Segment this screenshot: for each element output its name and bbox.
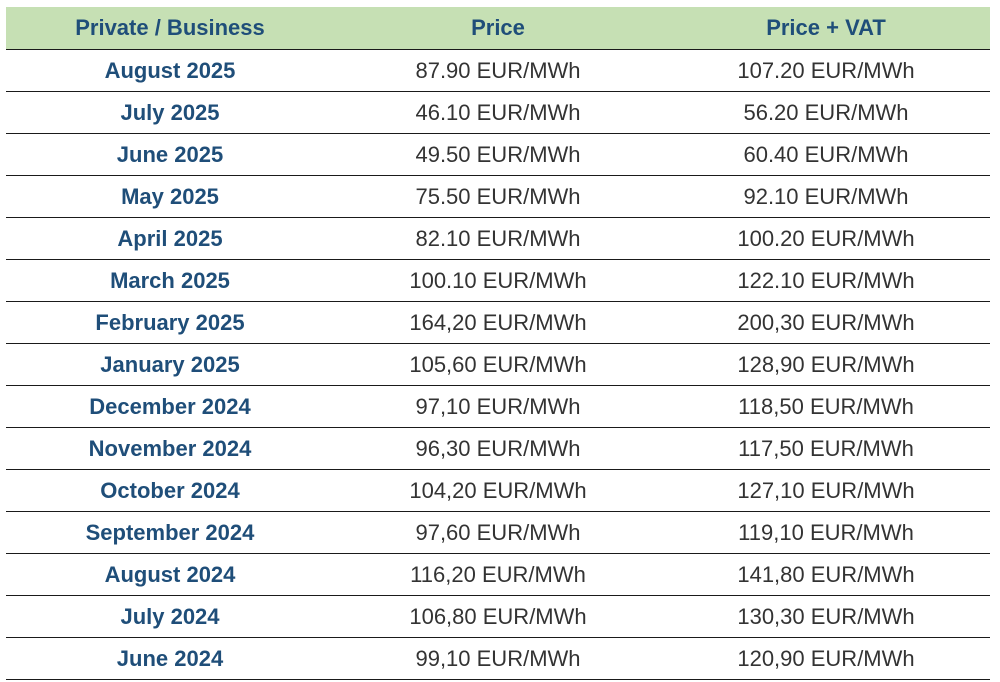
price-cell: 106,80 EUR/MWh (334, 595, 662, 638)
month-cell: October 2024 (6, 469, 334, 512)
month-cell: June 2025 (6, 133, 334, 176)
price-cell: 75.50 EUR/MWh (334, 175, 662, 218)
header-price: Price (334, 7, 662, 50)
price-cell: 96,30 EUR/MWh (334, 427, 662, 470)
table-row: June 2024 99,10 EUR/MWh 120,90 EUR/MWh (6, 637, 990, 680)
table-body: August 2025 87.90 EUR/MWh 107.20 EUR/MWh Ju… (6, 49, 990, 680)
price-cell: 97,60 EUR/MWh (334, 511, 662, 554)
table-row: March 2025 100.10 EUR/MWh 122.10 EUR/MWh (6, 259, 990, 302)
table-row: May 2025 75.50 EUR/MWh 92.10 EUR/MWh (6, 175, 990, 218)
price-vat-cell: 120,90 EUR/MWh (662, 637, 990, 680)
price-vat-cell: 130,30 EUR/MWh (662, 595, 990, 638)
month-cell: August 2024 (6, 553, 334, 596)
price-cell: 97,10 EUR/MWh (334, 385, 662, 428)
month-cell: January 2025 (6, 343, 334, 386)
header-row: Private / Business Price Price + VAT (6, 7, 990, 50)
price-cell: 46.10 EUR/MWh (334, 91, 662, 134)
price-vat-cell: 107.20 EUR/MWh (662, 49, 990, 92)
price-vat-cell: 118,50 EUR/MWh (662, 385, 990, 428)
price-vat-cell: 127,10 EUR/MWh (662, 469, 990, 512)
month-cell: November 2024 (6, 427, 334, 470)
table-row: December 2024 97,10 EUR/MWh 118,50 EUR/MWh (6, 385, 990, 428)
price-vat-cell: 56.20 EUR/MWh (662, 91, 990, 134)
price-vat-cell: 141,80 EUR/MWh (662, 553, 990, 596)
price-cell: 116,20 EUR/MWh (334, 553, 662, 596)
table-row: October 2024 104,20 EUR/MWh 127,10 EUR/MWh (6, 469, 990, 512)
table-row: April 2025 82.10 EUR/MWh 100.20 EUR/MWh (6, 217, 990, 260)
month-cell: June 2024 (6, 637, 334, 680)
price-cell: 49.50 EUR/MWh (334, 133, 662, 176)
table-row: July 2025 46.10 EUR/MWh 56.20 EUR/MWh (6, 91, 990, 134)
price-cell: 87.90 EUR/MWh (334, 49, 662, 92)
month-cell: July 2024 (6, 595, 334, 638)
price-cell: 105,60 EUR/MWh (334, 343, 662, 386)
price-vat-cell: 100.20 EUR/MWh (662, 217, 990, 260)
price-cell: 164,20 EUR/MWh (334, 301, 662, 344)
month-cell: August 2025 (6, 49, 334, 92)
price-vat-cell: 200,30 EUR/MWh (662, 301, 990, 344)
table-row: November 2024 96,30 EUR/MWh 117,50 EUR/MWh (6, 427, 990, 470)
table-row: February 2025 164,20 EUR/MWh 200,30 EUR/MW… (6, 301, 990, 344)
price-cell: 104,20 EUR/MWh (334, 469, 662, 512)
header-price-vat: Price + VAT (662, 7, 990, 50)
table-row: August 2025 87.90 EUR/MWh 107.20 EUR/MWh (6, 49, 990, 92)
price-vat-cell: 92.10 EUR/MWh (662, 175, 990, 218)
price-vat-cell: 128,90 EUR/MWh (662, 343, 990, 386)
price-cell: 100.10 EUR/MWh (334, 259, 662, 302)
header-private-business: Private / Business (6, 7, 334, 50)
month-cell: July 2025 (6, 91, 334, 134)
month-cell: April 2025 (6, 217, 334, 260)
table-row: June 2025 49.50 EUR/MWh 60.40 EUR/MWh (6, 133, 990, 176)
month-cell: December 2024 (6, 385, 334, 428)
month-cell: September 2024 (6, 511, 334, 554)
month-cell: May 2025 (6, 175, 334, 218)
month-cell: March 2025 (6, 259, 334, 302)
table-row: August 2024 116,20 EUR/MWh 141,80 EUR/MWh (6, 553, 990, 596)
month-cell: February 2025 (6, 301, 334, 344)
price-cell: 82.10 EUR/MWh (334, 217, 662, 260)
table-header: Private / Business Price Price + VAT (6, 7, 990, 50)
price-table: Private / Business Price Price + VAT Aug… (6, 7, 990, 680)
price-vat-cell: 119,10 EUR/MWh (662, 511, 990, 554)
price-vat-cell: 117,50 EUR/MWh (662, 427, 990, 470)
price-cell: 99,10 EUR/MWh (334, 637, 662, 680)
table-row: January 2025 105,60 EUR/MWh 128,90 EUR/MWh (6, 343, 990, 386)
price-vat-cell: 60.40 EUR/MWh (662, 133, 990, 176)
price-vat-cell: 122.10 EUR/MWh (662, 259, 990, 302)
table-row: July 2024 106,80 EUR/MWh 130,30 EUR/MWh (6, 595, 990, 638)
table-row: September 2024 97,60 EUR/MWh 119,10 EUR/MW… (6, 511, 990, 554)
